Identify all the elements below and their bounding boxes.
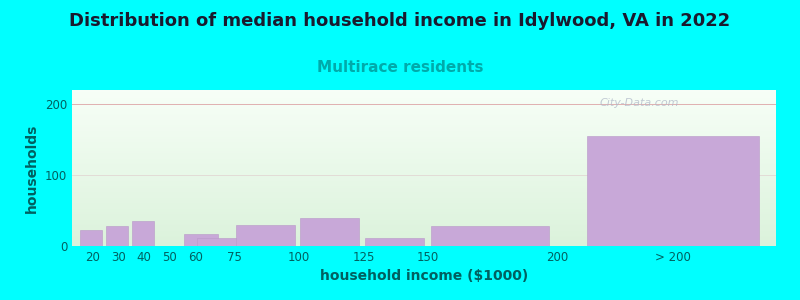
Bar [365,238,424,246]
Text: City-Data.com: City-Data.com [600,98,679,108]
Text: Multirace residents: Multirace residents [317,60,483,75]
Text: Distribution of median household income in Idylwood, VA in 2022: Distribution of median household income … [70,12,730,30]
Bar [587,136,758,246]
Bar [236,225,295,246]
Bar [301,218,359,246]
Bar [198,238,256,246]
Y-axis label: households: households [26,123,39,213]
Bar [106,226,128,246]
Bar [132,221,154,246]
X-axis label: household income ($1000): household income ($1000) [320,269,528,284]
Bar [431,226,549,246]
Bar [184,234,218,246]
Bar [80,230,102,246]
